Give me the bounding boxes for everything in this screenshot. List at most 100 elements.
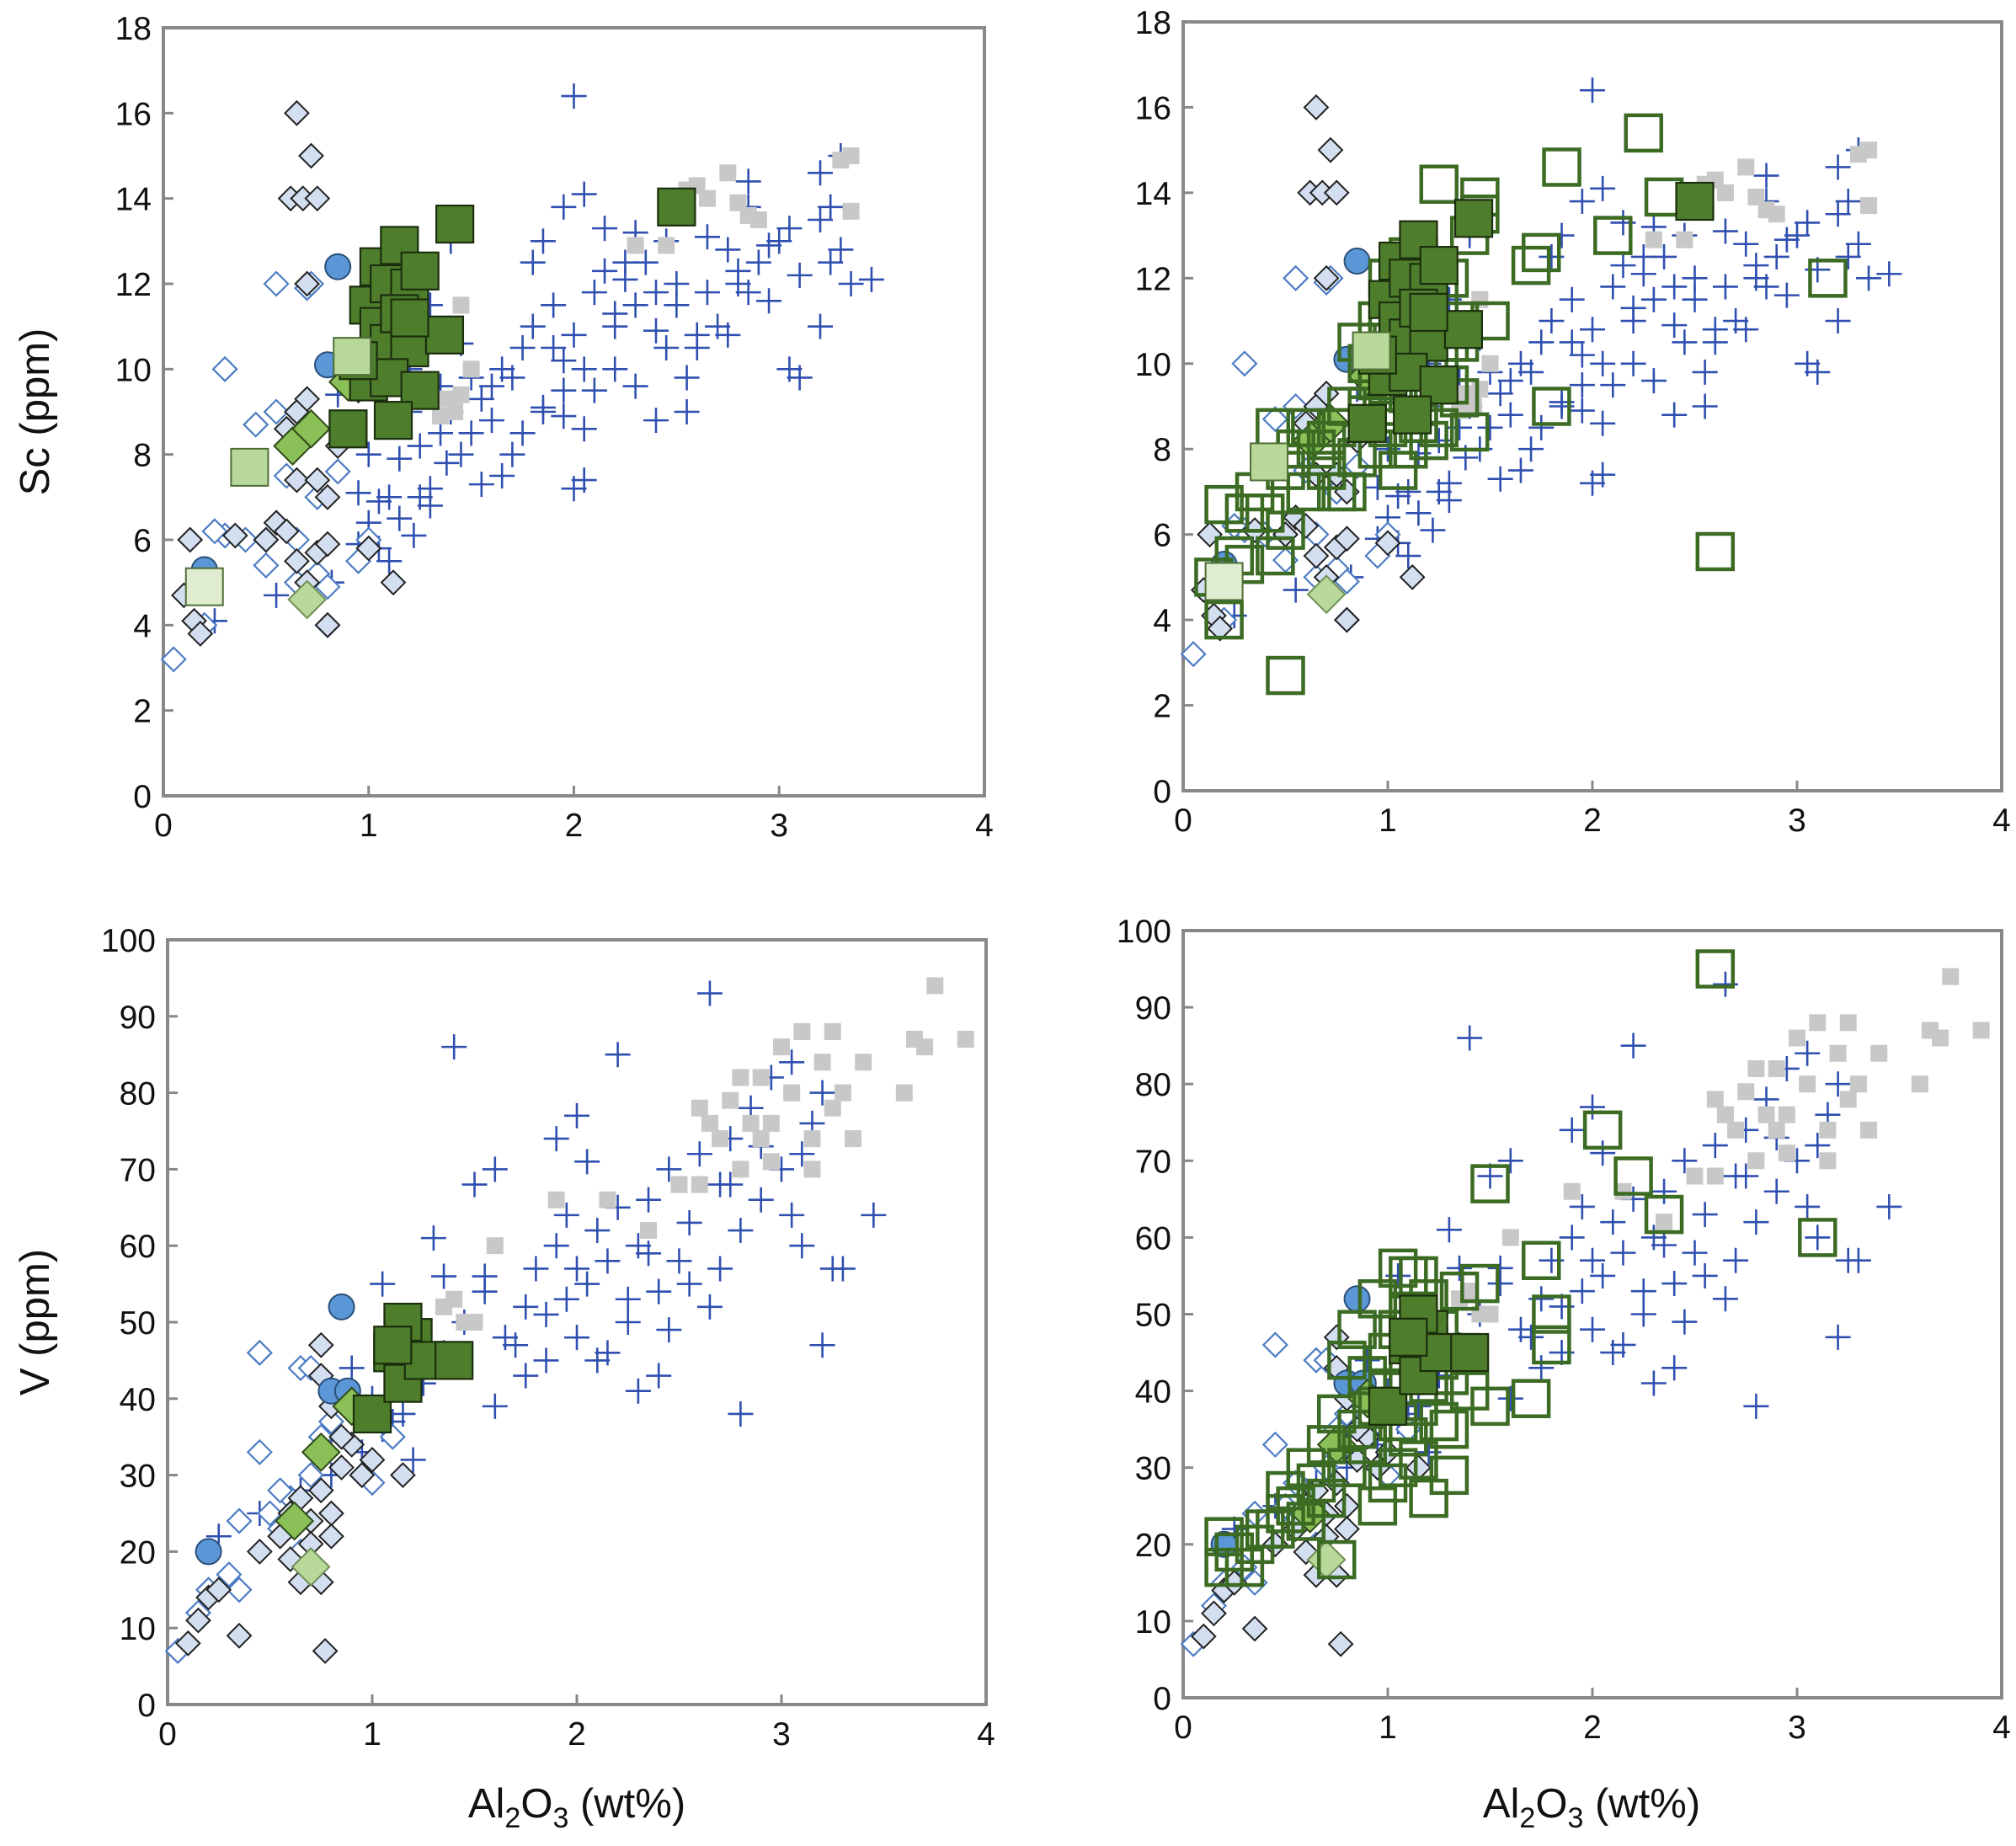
- cross-marker: [684, 322, 710, 348]
- cross-marker: [622, 373, 648, 399]
- cross-marker: [1580, 1247, 1605, 1273]
- open-green-square-marker: [1542, 147, 1581, 187]
- grey-square-marker: [752, 1069, 770, 1086]
- cross-marker: [1518, 436, 1544, 462]
- grey-square-marker: [1706, 1091, 1724, 1108]
- cross-marker: [1610, 1331, 1636, 1358]
- open-green-square-marker: [1286, 408, 1326, 448]
- cross-marker: [829, 1256, 856, 1282]
- pale-diamond-marker: [298, 142, 324, 169]
- grey-square-marker: [438, 390, 456, 408]
- grey-square-marker: [957, 1031, 974, 1048]
- cross-marker: [541, 292, 567, 318]
- pale-diamond-marker: [1333, 606, 1360, 633]
- x-tick-label: 4: [977, 1716, 995, 1753]
- cross-marker: [1733, 231, 1759, 257]
- cross-marker: [674, 399, 700, 424]
- cross-marker: [789, 1141, 815, 1167]
- pale-diamond-marker: [1201, 1600, 1227, 1627]
- grey-square-marker: [1481, 355, 1499, 372]
- cross-marker: [643, 317, 669, 344]
- open-green-square-marker: [1511, 245, 1551, 285]
- y-tick-label: 16: [115, 96, 152, 132]
- x-tick-label: 3: [1788, 1710, 1806, 1746]
- cross-marker: [1590, 410, 1616, 436]
- cross-marker: [564, 1325, 589, 1351]
- cross-marker: [643, 408, 669, 434]
- grey-square-marker: [1656, 1214, 1673, 1231]
- pale-diamond-marker: [1313, 264, 1340, 291]
- cross-marker: [1743, 1393, 1769, 1419]
- grey-square-marker: [486, 1237, 504, 1255]
- open-green-square-marker: [1296, 429, 1336, 469]
- cross-marker: [390, 1401, 416, 1427]
- y-tick-label: 100: [1117, 914, 1171, 950]
- cross-marker: [636, 1187, 662, 1213]
- cross-marker: [728, 1401, 754, 1427]
- cross-marker: [584, 1218, 611, 1244]
- open-green-square-marker: [1532, 1325, 1571, 1365]
- cross-marker: [441, 1034, 467, 1060]
- x-tick-label: 2: [1583, 803, 1602, 839]
- grey-square-marker: [670, 1176, 688, 1193]
- y-tick-label: 0: [133, 779, 152, 815]
- mid-green-diamond-marker: [291, 408, 331, 449]
- y-tick-label: 14: [115, 182, 152, 218]
- pale-diamond-marker: [1333, 526, 1360, 552]
- pale-diamond-marker: [355, 535, 382, 562]
- cross-marker: [1661, 1355, 1688, 1381]
- cross-marker: [779, 1049, 805, 1075]
- pale-diamond-marker: [1327, 1630, 1354, 1657]
- cross-marker: [472, 1263, 498, 1289]
- cross-marker: [339, 1355, 365, 1381]
- open-diamond-marker: [201, 518, 228, 545]
- cross-marker: [808, 207, 833, 232]
- cross-marker: [376, 548, 403, 574]
- cross-marker: [553, 1202, 579, 1228]
- grey-square-marker: [783, 1084, 801, 1102]
- cross-marker: [370, 1271, 396, 1297]
- marks-layer: [164, 977, 974, 1664]
- cross-marker: [1559, 286, 1585, 312]
- cross-marker: [581, 377, 607, 403]
- x-tick-label: 0: [1174, 1710, 1192, 1746]
- circle-marker: [195, 1538, 222, 1566]
- cross-marker: [1580, 1094, 1605, 1120]
- cross-marker: [1590, 1262, 1616, 1288]
- grey-square-marker: [732, 1160, 749, 1178]
- cross-marker: [725, 271, 751, 296]
- cross-marker: [1845, 1247, 1871, 1273]
- cross-marker: [1569, 342, 1595, 368]
- cross-marker: [715, 237, 741, 263]
- marks-layer: [1180, 77, 1902, 696]
- y-tick-label: 12: [1135, 261, 1171, 297]
- pale-diamond-marker: [1303, 542, 1330, 569]
- cross-marker: [1569, 1193, 1595, 1219]
- x-tick-label: 1: [1379, 803, 1397, 839]
- light-green-square-marker: [1352, 331, 1391, 371]
- dark-green-square-marker: [400, 251, 440, 291]
- cross-marker: [707, 1256, 733, 1282]
- grey-square-marker: [1768, 1059, 1785, 1077]
- cross-marker: [1528, 414, 1555, 440]
- open-green-square-marker: [1327, 1448, 1367, 1487]
- cross-marker: [489, 463, 515, 488]
- cross-marker: [564, 1256, 589, 1282]
- pale-diamond-marker: [1207, 615, 1234, 642]
- open-green-square-marker: [1286, 1448, 1326, 1487]
- cross-marker: [1620, 1032, 1646, 1059]
- cross-marker: [1497, 402, 1523, 428]
- cross-marker: [1845, 231, 1871, 257]
- cross-marker: [735, 168, 761, 195]
- open-diamond-marker: [1283, 264, 1309, 291]
- cross-marker: [571, 356, 597, 382]
- cross-marker: [1580, 77, 1605, 104]
- cross-marker: [715, 322, 741, 348]
- cross-marker: [448, 441, 474, 467]
- y-tick-label: 100: [101, 923, 156, 959]
- cross-marker: [1590, 175, 1616, 201]
- grey-square-marker: [1747, 1152, 1765, 1170]
- grey-square-marker: [698, 189, 716, 207]
- cross-marker: [1784, 222, 1810, 248]
- cross-marker: [1497, 1148, 1523, 1174]
